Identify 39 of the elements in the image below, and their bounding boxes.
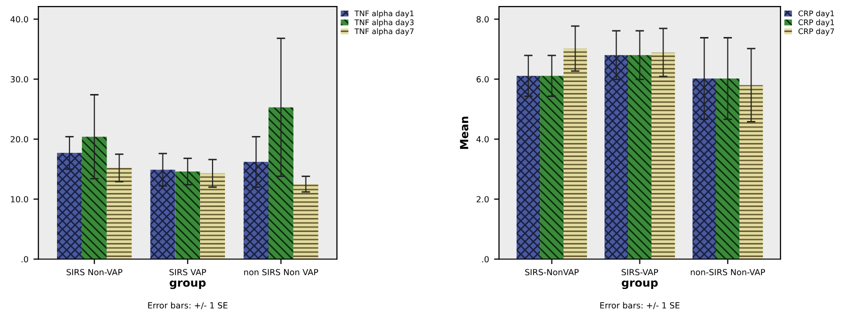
y-axis-title: Mean [460,116,468,149]
bar [628,55,652,260]
bar [293,184,318,260]
bar [540,76,564,260]
y-tick-label: .0 [482,256,489,262]
y-tick-label: 40.0 [10,16,28,22]
bar [106,168,132,260]
bar [57,152,82,260]
bar [200,173,225,260]
bar [244,162,269,260]
bar [150,170,176,260]
text: Error bars: +/- 1 SE [148,302,228,310]
x-axis-title: group [622,280,658,290]
y-tick-label: 4.0 [476,136,489,142]
bar [716,78,740,260]
x-tick-label: SIRS Non-VAP [66,268,122,276]
y-tick-label: 10.0 [11,196,28,202]
x-tick-label: SIRS-NonVAP [525,268,579,276]
bar [692,78,716,260]
x-tick-label: SIRS VAP [170,268,206,276]
bar [268,107,294,260]
y-tick-label: .0 [22,256,28,262]
y-tick-label: 20.0 [10,136,28,142]
bar [516,76,540,260]
y-tick-label: 8.0 [476,16,489,22]
y-tick-label: 6.0 [476,76,489,82]
bar [604,55,628,260]
bar [739,85,763,260]
x-axis-title: group [170,280,206,290]
y-tick-label: 2.0 [476,196,489,202]
text: Error bars: +/- 1 SE [600,302,680,310]
y-tick-label: 30.0 [10,76,28,82]
bar [175,172,200,260]
bar [564,48,587,260]
x-tick-label: non SIRS Non VAP [244,268,318,276]
bar [651,52,675,260]
bar [82,136,107,260]
x-tick-label: non-SIRS Non-VAP [690,268,766,276]
x-tick-label: SIRS-VAP [622,268,658,276]
